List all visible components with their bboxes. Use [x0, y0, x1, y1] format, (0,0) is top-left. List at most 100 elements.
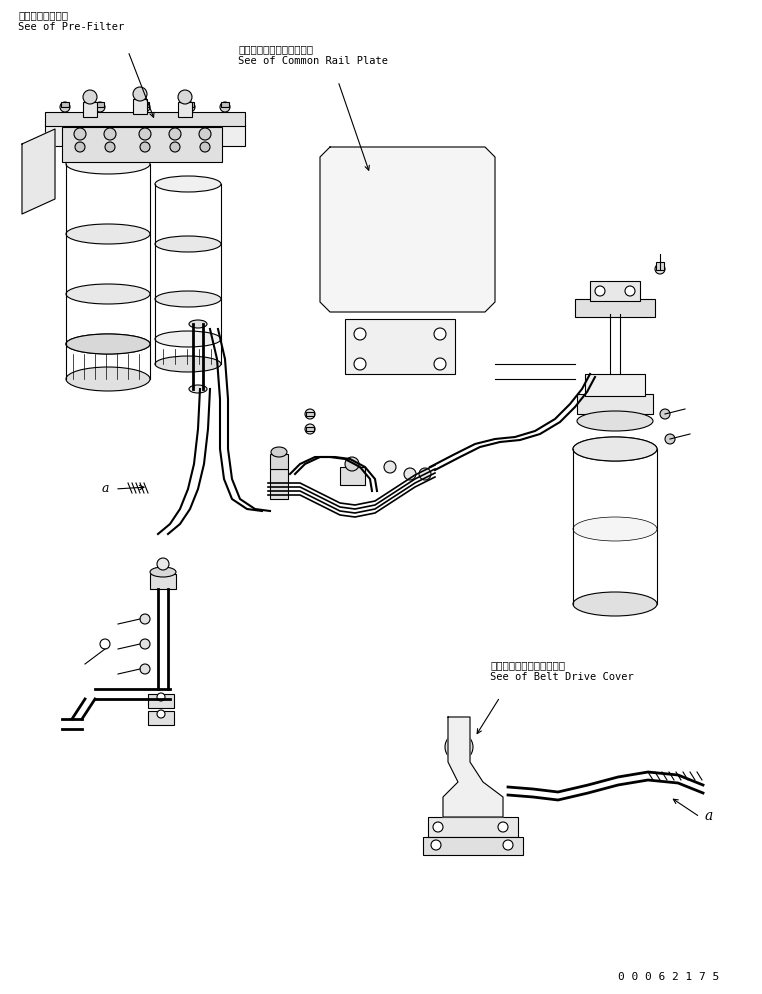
Circle shape: [140, 103, 150, 113]
Bar: [306, 427, 314, 431]
Circle shape: [133, 87, 147, 102]
Bar: [150, 575, 176, 589]
Circle shape: [170, 143, 180, 153]
Ellipse shape: [189, 321, 207, 329]
Text: プレフィルタ参照: プレフィルタ参照: [18, 10, 68, 20]
Circle shape: [140, 614, 150, 624]
Bar: [148, 712, 174, 726]
Circle shape: [434, 329, 446, 341]
Circle shape: [503, 840, 513, 850]
Bar: [96, 103, 104, 108]
Ellipse shape: [66, 335, 150, 355]
Ellipse shape: [155, 291, 221, 308]
Circle shape: [178, 90, 192, 105]
Bar: [270, 469, 288, 500]
Ellipse shape: [271, 447, 287, 457]
Text: a: a: [102, 481, 110, 494]
Circle shape: [140, 639, 150, 649]
Circle shape: [220, 103, 230, 113]
Circle shape: [169, 129, 181, 141]
Circle shape: [139, 129, 151, 141]
Bar: [345, 320, 455, 375]
Ellipse shape: [150, 568, 176, 578]
Bar: [45, 125, 245, 147]
Ellipse shape: [573, 518, 657, 542]
Circle shape: [455, 289, 465, 300]
Ellipse shape: [573, 592, 657, 616]
Circle shape: [352, 202, 368, 218]
Circle shape: [354, 329, 366, 341]
Polygon shape: [320, 148, 495, 313]
Circle shape: [660, 410, 670, 419]
Circle shape: [157, 693, 165, 702]
Bar: [61, 103, 69, 108]
Ellipse shape: [573, 437, 657, 461]
Polygon shape: [443, 718, 503, 817]
Ellipse shape: [577, 412, 653, 431]
Circle shape: [29, 184, 41, 196]
Ellipse shape: [66, 155, 150, 175]
Bar: [133, 100, 147, 115]
Circle shape: [140, 664, 150, 674]
Circle shape: [75, 143, 85, 153]
Circle shape: [74, 129, 86, 141]
Circle shape: [305, 410, 315, 419]
Circle shape: [452, 741, 466, 754]
Circle shape: [455, 163, 465, 173]
Circle shape: [305, 424, 315, 434]
Circle shape: [345, 457, 359, 471]
Circle shape: [343, 163, 353, 173]
Circle shape: [625, 286, 635, 296]
Circle shape: [95, 103, 105, 113]
Ellipse shape: [66, 284, 150, 305]
Circle shape: [595, 286, 605, 296]
Circle shape: [431, 840, 441, 850]
Circle shape: [200, 143, 210, 153]
Bar: [270, 454, 288, 469]
Circle shape: [105, 143, 115, 153]
Bar: [656, 262, 664, 270]
Circle shape: [330, 289, 340, 300]
Bar: [575, 300, 655, 318]
Text: See of Belt Drive Cover: See of Belt Drive Cover: [490, 671, 634, 681]
Circle shape: [419, 468, 431, 480]
Text: See of Pre-Filter: See of Pre-Filter: [18, 22, 124, 32]
Circle shape: [498, 822, 508, 832]
Circle shape: [104, 129, 116, 141]
Text: コモンレールプレート参照: コモンレールプレート参照: [238, 44, 313, 54]
Text: a: a: [705, 808, 713, 822]
Text: See of Common Rail Plate: See of Common Rail Plate: [238, 56, 388, 66]
Ellipse shape: [573, 437, 657, 461]
Bar: [590, 281, 640, 302]
Bar: [452, 734, 466, 747]
Bar: [577, 395, 653, 414]
Ellipse shape: [451, 729, 467, 737]
Circle shape: [354, 359, 366, 371]
Bar: [428, 817, 518, 837]
Circle shape: [100, 639, 110, 649]
Circle shape: [468, 289, 478, 300]
Circle shape: [199, 129, 211, 141]
Circle shape: [655, 264, 665, 274]
Circle shape: [392, 220, 412, 240]
Bar: [141, 103, 149, 108]
Circle shape: [330, 163, 340, 173]
Circle shape: [343, 289, 353, 300]
Bar: [178, 103, 192, 118]
Bar: [306, 413, 314, 416]
Circle shape: [384, 461, 396, 473]
Bar: [148, 694, 174, 709]
Circle shape: [404, 468, 416, 480]
Circle shape: [437, 251, 453, 267]
Circle shape: [468, 163, 478, 173]
Bar: [186, 103, 194, 108]
Text: ベルトドライブカバー参照: ベルトドライブカバー参照: [490, 659, 565, 669]
Ellipse shape: [155, 332, 221, 348]
Circle shape: [60, 103, 70, 113]
Bar: [62, 128, 222, 163]
Text: 0 0 0 6 2 1 7 5: 0 0 0 6 2 1 7 5: [618, 971, 719, 981]
Ellipse shape: [155, 237, 221, 252]
Circle shape: [433, 822, 443, 832]
Circle shape: [27, 154, 43, 170]
Circle shape: [352, 251, 368, 267]
